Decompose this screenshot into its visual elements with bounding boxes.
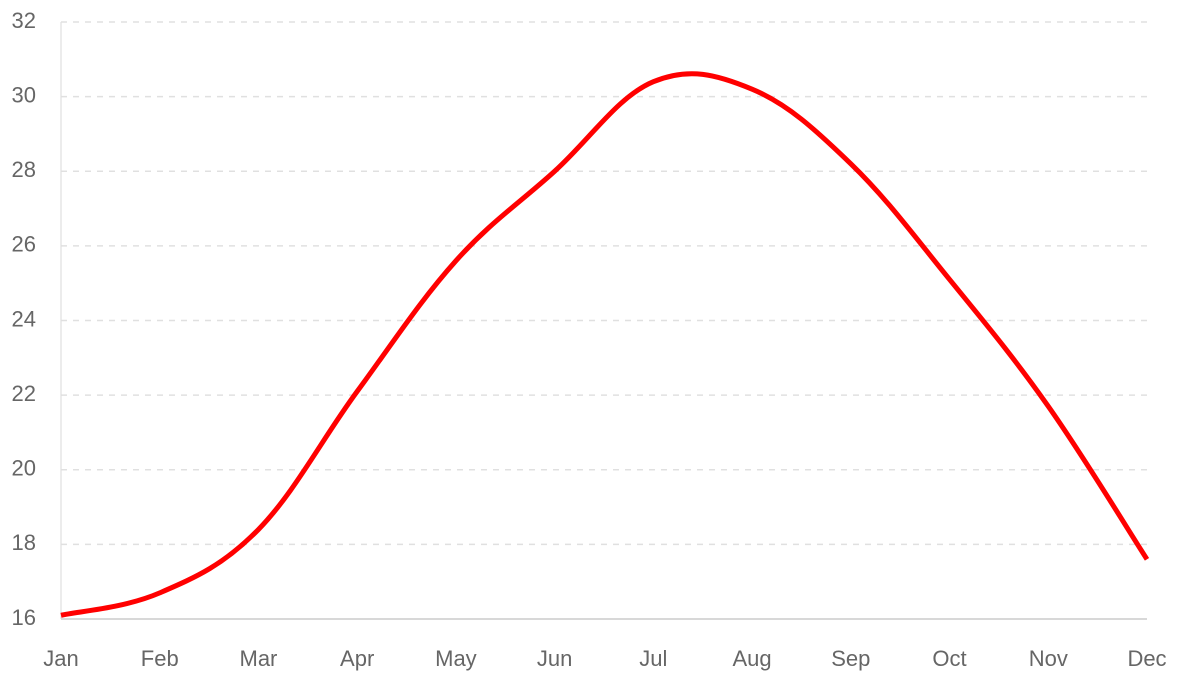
x-tick-label: Feb bbox=[141, 646, 179, 671]
x-tick-label: Apr bbox=[340, 646, 374, 671]
x-tick-label: Jun bbox=[537, 646, 572, 671]
y-tick-label: 30 bbox=[12, 82, 36, 107]
x-tick-label: Sep bbox=[831, 646, 870, 671]
y-tick-label: 24 bbox=[12, 306, 36, 331]
x-tick-label: Nov bbox=[1029, 646, 1068, 671]
x-tick-label: Jan bbox=[43, 646, 78, 671]
y-tick-label: 26 bbox=[12, 232, 36, 257]
y-tick-label: 32 bbox=[12, 8, 36, 33]
x-tick-label: Dec bbox=[1127, 646, 1166, 671]
x-tick-label: Mar bbox=[240, 646, 278, 671]
y-tick-label: 20 bbox=[12, 456, 36, 481]
line bbox=[60, 71, 1150, 618]
x-tick-label: Aug bbox=[733, 646, 772, 671]
y-tick-label: 22 bbox=[12, 381, 36, 406]
y-tick-label: 28 bbox=[12, 157, 36, 182]
y-tick-label: 16 bbox=[12, 605, 36, 630]
x-tick-label: May bbox=[435, 646, 477, 671]
x-tick-label: Jul bbox=[639, 646, 667, 671]
y-tick-label: 18 bbox=[12, 530, 36, 555]
x-tick-label: Oct bbox=[932, 646, 966, 671]
